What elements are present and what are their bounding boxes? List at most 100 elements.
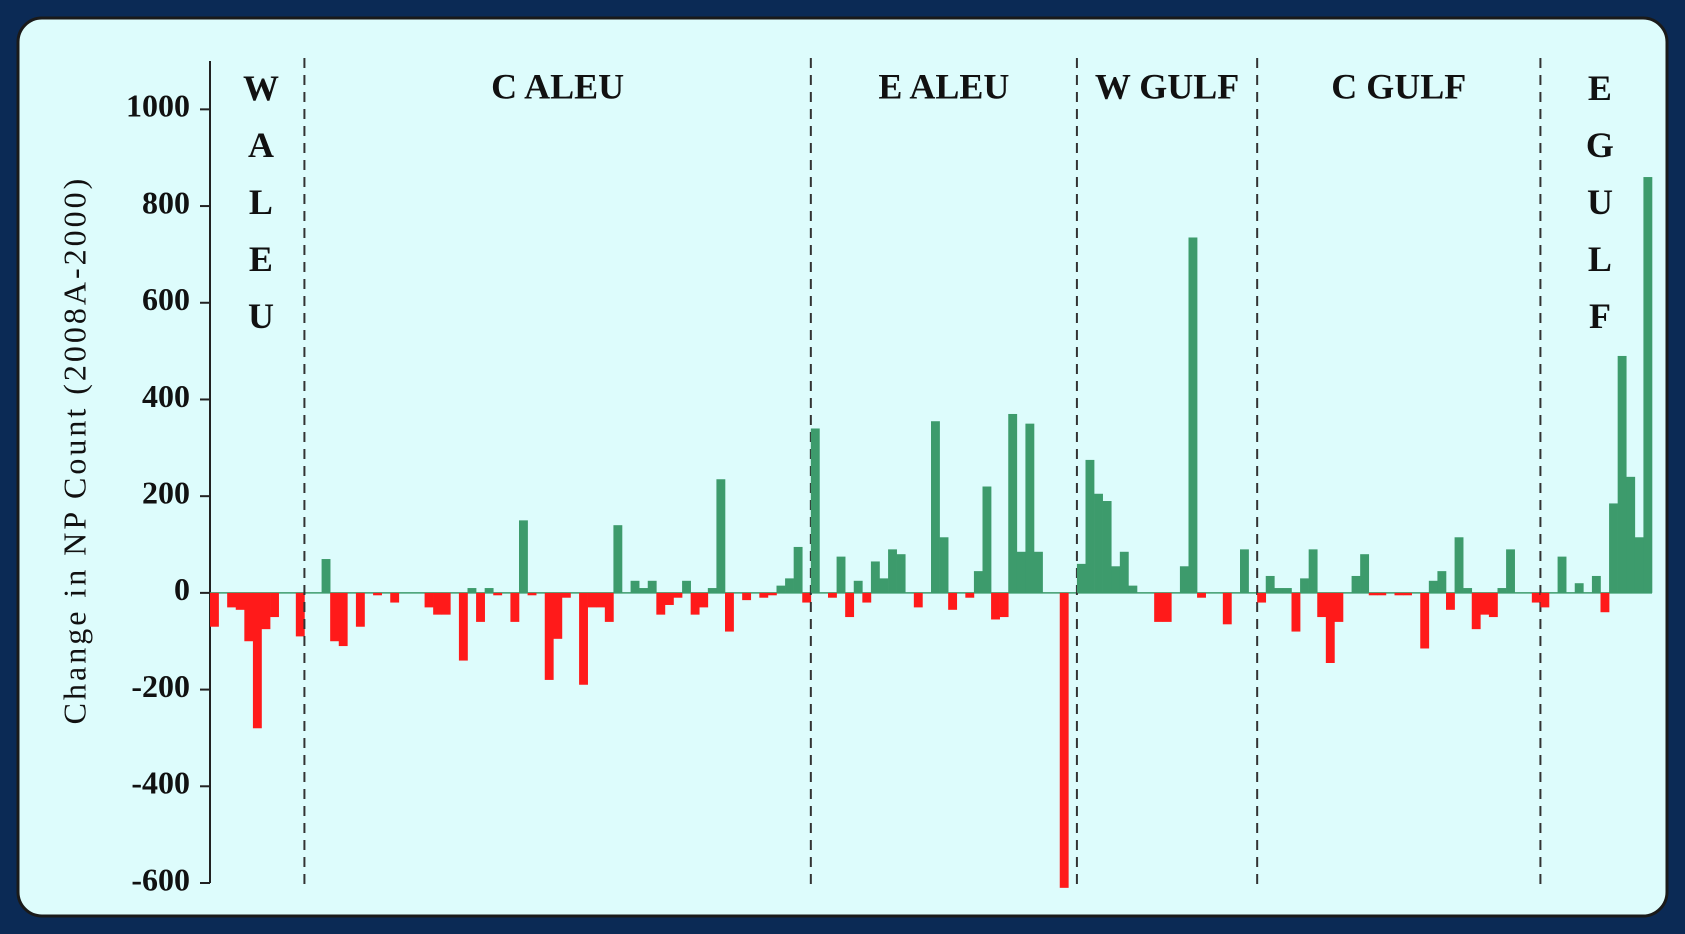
bar	[948, 592, 958, 610]
bar	[476, 592, 485, 622]
bar	[1102, 501, 1112, 593]
bar	[982, 486, 992, 593]
bar	[510, 592, 520, 622]
bar	[1557, 556, 1567, 593]
bar	[467, 588, 477, 593]
bar	[682, 580, 691, 593]
bar	[1325, 592, 1335, 663]
bar	[759, 592, 769, 598]
bar	[1222, 592, 1232, 625]
bar	[1274, 588, 1284, 593]
region-label: E ALEU	[878, 66, 1009, 106]
bar	[1300, 578, 1309, 593]
bar	[1368, 592, 1378, 596]
bar	[1531, 592, 1541, 603]
bar	[1179, 566, 1189, 593]
bar	[1600, 592, 1610, 613]
bar	[991, 592, 1000, 620]
bar	[321, 559, 331, 593]
bar	[1308, 549, 1318, 593]
bar	[1591, 575, 1601, 593]
bar	[1197, 592, 1206, 598]
bar	[836, 556, 846, 593]
bar	[1480, 592, 1490, 615]
bar	[1257, 592, 1267, 603]
bar	[1094, 493, 1103, 593]
bar	[1025, 423, 1035, 593]
bar	[1059, 592, 1069, 888]
bar	[793, 546, 803, 593]
bar	[639, 588, 649, 593]
bar	[1265, 575, 1275, 593]
bar	[1471, 592, 1481, 630]
bar	[355, 592, 365, 627]
bar	[210, 592, 219, 627]
bar	[330, 592, 340, 642]
bar	[664, 592, 674, 605]
bar	[939, 537, 949, 593]
bar	[1334, 592, 1344, 622]
bar	[270, 592, 279, 618]
bar	[527, 592, 537, 596]
bar	[295, 592, 305, 637]
bar	[888, 549, 897, 593]
bar	[1282, 588, 1292, 593]
bar	[1506, 549, 1515, 593]
bar	[1034, 551, 1043, 593]
bar	[699, 592, 709, 608]
bar	[1497, 588, 1507, 593]
bar	[1437, 571, 1447, 593]
bar	[1617, 355, 1627, 593]
bar	[1291, 592, 1301, 632]
bar	[853, 580, 863, 593]
bar	[1574, 583, 1584, 593]
bar	[252, 592, 262, 729]
bar	[261, 592, 271, 630]
bar	[1540, 592, 1550, 608]
bar	[1008, 413, 1018, 593]
bar	[519, 520, 528, 593]
bar	[999, 592, 1009, 618]
bar	[965, 592, 975, 598]
bar	[587, 592, 597, 608]
bar	[973, 571, 983, 593]
region-label: W GULF	[1095, 66, 1239, 106]
bar	[630, 580, 640, 593]
bar	[1420, 592, 1430, 649]
bar	[1463, 588, 1473, 593]
bar	[656, 592, 666, 615]
bar	[484, 588, 494, 593]
bar	[1128, 585, 1138, 593]
bar	[1394, 592, 1404, 596]
bar	[767, 592, 777, 596]
bar	[1454, 537, 1464, 593]
bar	[553, 592, 563, 639]
bar	[613, 525, 623, 593]
y-tick-label: 0	[174, 571, 190, 607]
bar	[1317, 592, 1327, 618]
bar	[862, 592, 872, 603]
region-label: C GULF	[1331, 66, 1466, 106]
bar	[1609, 503, 1618, 593]
bar	[604, 592, 614, 622]
bar	[725, 592, 734, 632]
bar	[647, 580, 657, 593]
y-tick-label: 800	[142, 184, 190, 220]
region-label: WALEU	[241, 68, 281, 353]
bar	[870, 561, 880, 593]
y-tick-label: 400	[142, 378, 190, 414]
bar	[579, 592, 588, 685]
bar	[1119, 551, 1129, 593]
bar	[1076, 563, 1086, 593]
y-tick-label: 1000	[126, 88, 190, 124]
region-label: C ALEU	[491, 66, 624, 106]
bar	[544, 592, 554, 680]
bar	[1085, 459, 1095, 593]
bar	[1403, 592, 1412, 596]
bar	[1377, 592, 1387, 596]
bar	[390, 592, 400, 603]
bar	[1351, 575, 1361, 593]
bar	[1360, 554, 1370, 593]
